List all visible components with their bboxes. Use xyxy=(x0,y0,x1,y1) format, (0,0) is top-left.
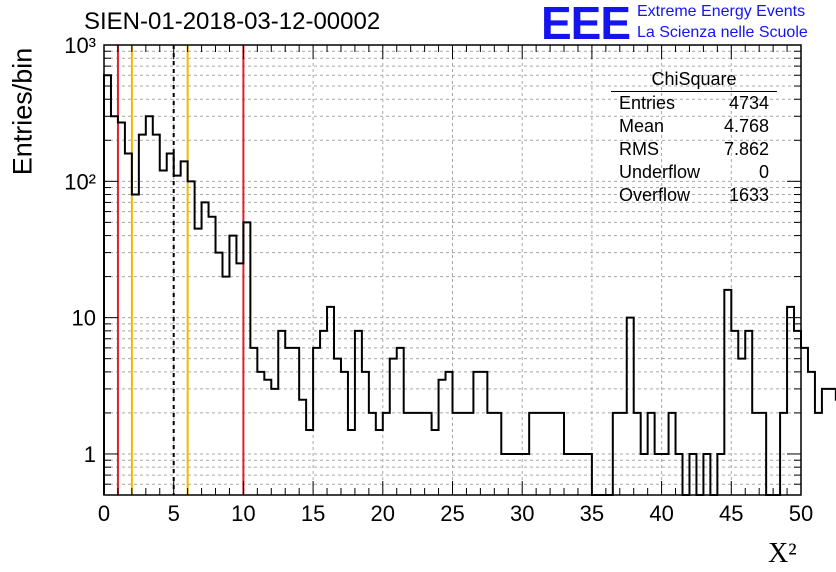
x-tick-label: 20 xyxy=(371,501,395,526)
logo-line-2: La Scienza nelle Scuole xyxy=(637,24,808,41)
stats-value: 7.862 xyxy=(723,139,769,159)
x-tick-label: 35 xyxy=(580,501,604,526)
stats-row-rms: RMS 7.862 xyxy=(611,138,777,161)
x-tick-label: 10 xyxy=(231,501,255,526)
histogram-title: SIEN-01-2018-03-12-00002 xyxy=(84,8,381,35)
logo-line-1: Extreme Energy Events xyxy=(637,3,806,20)
x-axis-label: X² xyxy=(768,538,797,569)
histogram-series xyxy=(103,74,836,496)
x-tick-label: 0 xyxy=(98,501,110,526)
y-tick-label: 10³ xyxy=(64,33,96,58)
y-tick-label: 10² xyxy=(64,169,96,194)
stats-row-entries: Entries 4734 xyxy=(611,92,777,115)
eee-logo: EEE xyxy=(541,0,631,49)
x-tick-label: 40 xyxy=(649,501,673,526)
stats-title: ChiSquare xyxy=(611,68,777,92)
stats-row-underflow: Underflow 0 xyxy=(611,161,777,184)
x-tick-label: 50 xyxy=(789,501,813,526)
stats-label: Mean xyxy=(619,116,665,136)
stats-value: 4734 xyxy=(728,93,769,113)
y-tick-label: 1 xyxy=(84,442,96,467)
stats-label: Overflow xyxy=(619,185,691,205)
x-tick-label: 15 xyxy=(301,501,325,526)
stats-label: Underflow xyxy=(619,162,701,182)
x-tick-label: 25 xyxy=(440,501,464,526)
x-tick-label: 45 xyxy=(719,501,743,526)
x-tick-label: 30 xyxy=(510,501,534,526)
stats-value: 4.768 xyxy=(723,116,769,136)
stats-label: Entries xyxy=(619,93,676,113)
stats-row-overflow: Overflow 1633 xyxy=(611,184,777,207)
stats-row-mean: Mean 4.768 xyxy=(611,115,777,138)
stats-value: 1633 xyxy=(728,185,769,205)
y-tick-label: 10 xyxy=(72,306,96,331)
stats-label: RMS xyxy=(619,139,659,159)
stats-value: 0 xyxy=(758,162,769,182)
stats-box: ChiSquare Entries 4734 Mean 4.768 RMS 7.… xyxy=(611,68,777,207)
x-tick-label: 5 xyxy=(168,501,180,526)
